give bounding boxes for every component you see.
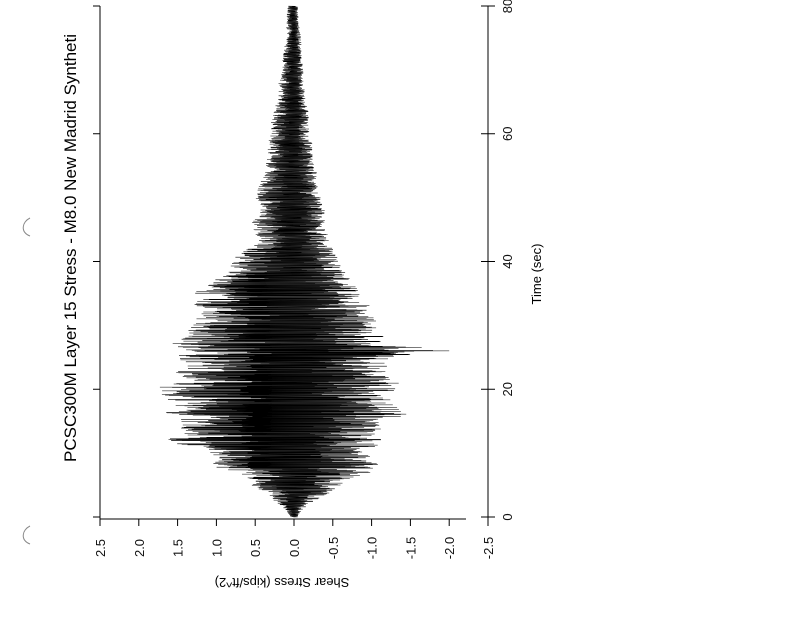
- chart-title: PCSC300M Layer 15 Stress - M8.0 New Madr…: [61, 34, 80, 462]
- stress-tick-label: 1.0: [209, 539, 224, 557]
- time-tick-label: 80: [500, 0, 515, 13]
- time-axis-tick-labels: 0 20 40 60 80: [500, 0, 515, 521]
- stress-tick-label: -2.0: [442, 537, 457, 559]
- stress-time-history-trace: [159, 5, 450, 518]
- stress-tick-label: -2.5: [481, 537, 496, 559]
- stress-tick-label: -1.0: [365, 537, 380, 559]
- stress-tick-label: -0.5: [326, 537, 341, 559]
- y-axis-title: Shear Stress (kips/ft^2): [215, 575, 350, 590]
- time-tick-label: 0: [500, 513, 515, 520]
- stress-tick-label: -1.5: [403, 537, 418, 559]
- x-axis-title: Time (sec): [529, 244, 544, 305]
- scan-mark-bottom: [22, 525, 31, 545]
- stress-tick-label: 2.5: [93, 539, 108, 557]
- stress-axis-tick-labels: 2.5 2.0 1.5 1.0 0.5 0.0 -0.5 -1.0 -1.5 -2.0 -2.5: [93, 537, 496, 559]
- stress-tick-label: 0.5: [248, 539, 263, 557]
- time-axis-ticks: [93, 5, 495, 518]
- stress-tick-label: 2.0: [132, 539, 147, 557]
- time-tick-label: 20: [500, 382, 515, 396]
- stress-axis-ticks: [99, 519, 489, 526]
- time-tick-label: 40: [500, 254, 515, 268]
- time-tick-label: 60: [500, 127, 515, 141]
- scan-mark-top: [22, 217, 31, 237]
- stress-tick-label: 0.0: [287, 539, 302, 557]
- stress-tick-label: 1.5: [171, 539, 186, 557]
